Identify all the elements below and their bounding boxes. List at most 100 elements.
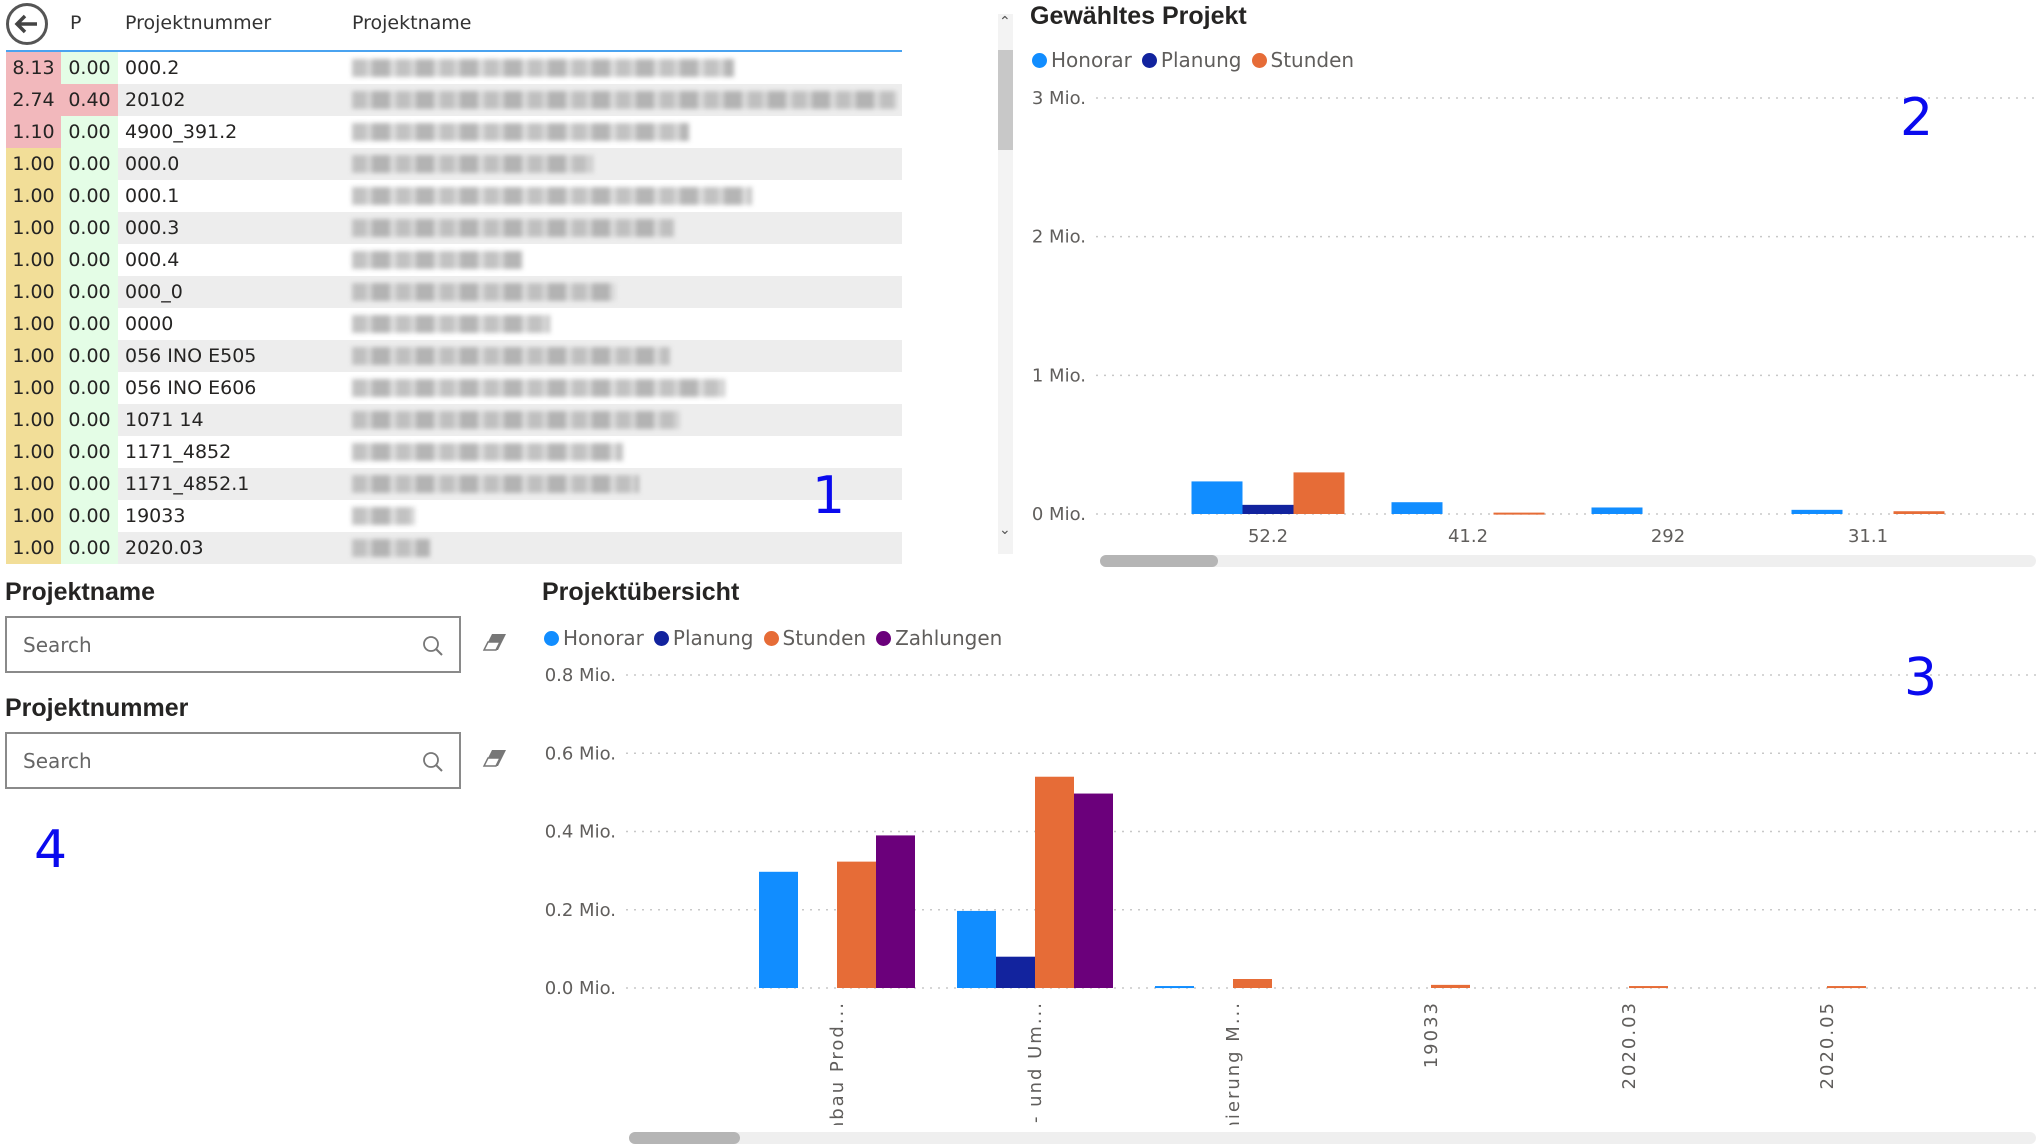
table-row[interactable]: 1.00 0.00 1171_4852.1: [6, 468, 902, 500]
p-cell: 0.00: [61, 308, 118, 340]
projektname-cell-redacted: [352, 59, 734, 77]
annotation-4: 4: [34, 820, 68, 880]
value-cell: 1.00: [6, 212, 61, 244]
legend-item-zahlungen[interactable]: Zahlungen: [876, 626, 1002, 650]
table-row[interactable]: 2.74 0.40 20102: [6, 84, 902, 116]
slicer-label-projektnummer: Projektnummer: [5, 694, 189, 722]
p-cell: 0.00: [61, 244, 118, 276]
projektnummer-cell: 056 INO E505: [125, 345, 257, 367]
bar-honorar-sanierungm: [1155, 986, 1194, 989]
p-cell: 0.00: [61, 116, 118, 148]
projektnummer-search-input[interactable]: [21, 748, 405, 774]
legend-item-planung[interactable]: Planung: [653, 626, 754, 650]
x-tick-label: 2020.03: [1619, 1001, 1640, 1089]
projektname-cell-redacted: [352, 539, 430, 557]
legend-dot: [1141, 52, 1157, 68]
table-row[interactable]: 1.00 0.00 2020.03: [6, 532, 902, 564]
projektnummer-cell: 0000: [125, 313, 174, 335]
table-row[interactable]: 1.00 0.00 056 INO E606: [6, 372, 902, 404]
y-tick-label: 3 Mio.: [1032, 88, 1086, 109]
bar-stunden-202003: [1629, 986, 1668, 989]
table-header: P Projektnummer Projektname: [6, 0, 902, 52]
value-cell: 1.00: [6, 148, 61, 180]
value-cell: 1.00: [6, 372, 61, 404]
projektname-search-input[interactable]: [21, 632, 405, 658]
projektnummer-cell: 19033: [125, 505, 186, 527]
table-row[interactable]: 1.00 0.00 056 INO E505: [6, 340, 902, 372]
x-tick-label: 292: [1651, 526, 1685, 547]
y-tick-label: 0.0 Mio.: [545, 978, 616, 999]
bar-stunden-522: [1293, 472, 1345, 514]
table-row[interactable]: 1.10 0.00 4900_391.2: [6, 116, 902, 148]
projektname-cell-redacted: [352, 411, 680, 429]
column-header-projektnummer[interactable]: Projektnummer: [125, 12, 272, 34]
y-tick-label: 0.8 Mio.: [545, 665, 616, 686]
projektnummer-cell: 056 INO E606: [125, 377, 257, 399]
p-cell: 0.00: [61, 436, 118, 468]
search-icon[interactable]: [421, 634, 445, 658]
table-scroll-thumb[interactable]: [998, 50, 1013, 150]
projektname-cell-redacted: [352, 219, 674, 237]
table-row[interactable]: 1.00 0.00 000.0: [6, 148, 902, 180]
bar-stunden-311: [1893, 511, 1945, 514]
y-tick-label: 2 Mio.: [1032, 227, 1086, 248]
legend-item-honorar[interactable]: Honorar: [1032, 48, 1132, 72]
projektnummer-cell: 4900_391.2: [125, 121, 238, 143]
p-cell: 0.00: [61, 180, 118, 212]
x-tick-label: 19033: [1421, 1001, 1442, 1068]
back-arrow-icon: [14, 14, 37, 34]
legend-dot: [1032, 52, 1047, 68]
legend-dot: [653, 630, 669, 646]
search-icon[interactable]: [421, 750, 445, 774]
table-row[interactable]: 1.00 0.00 000.4: [6, 244, 902, 276]
value-cell: 1.00: [6, 404, 61, 436]
eraser-icon[interactable]: [482, 632, 508, 654]
chart-scroll-thumb[interactable]: [1100, 555, 1218, 567]
chart-horizontal-scrollbar[interactable]: [1100, 555, 2036, 567]
legend-dot: [544, 630, 559, 646]
y-tick-label: 0.4 Mio.: [545, 822, 616, 843]
table-row[interactable]: 1.00 0.00 000.3: [6, 212, 902, 244]
x-tick-label: 2020.05: [1817, 1001, 1838, 1089]
p-cell: 0.40: [61, 84, 118, 116]
projektnummer-cell: 2020.03: [125, 537, 204, 559]
chart-horizontal-scrollbar[interactable]: [629, 1132, 2036, 1144]
bar-honorar-292: [1591, 507, 1643, 514]
projektnummer-search-box[interactable]: [5, 732, 461, 789]
table-row[interactable]: 1.00 0.00 000.1: [6, 180, 902, 212]
table-row[interactable]: 1.00 0.00 000_0: [6, 276, 902, 308]
bar-honorar-anundum: [957, 910, 996, 988]
column-header-projektname[interactable]: Projektname: [352, 12, 472, 34]
table-row[interactable]: 1.00 0.00 0000: [6, 308, 902, 340]
eraser-icon[interactable]: [482, 748, 508, 770]
table-row[interactable]: 1.00 0.00 1171_4852: [6, 436, 902, 468]
value-cell: 1.00: [6, 244, 61, 276]
legend-item-stunden[interactable]: Stunden: [763, 626, 866, 650]
table-row[interactable]: 8.13 0.00 000.2: [6, 52, 902, 84]
annotation-2: 2: [1900, 88, 1934, 148]
y-tick-label: 0 Mio.: [1032, 504, 1086, 525]
column-header-p[interactable]: P: [70, 12, 82, 34]
bar-planung-522: [1242, 504, 1294, 514]
value-cell: 1.00: [6, 308, 61, 340]
value-cell: 1.00: [6, 340, 61, 372]
legend-dot: [1251, 52, 1267, 68]
scroll-down-icon[interactable]: ⌄: [999, 522, 1011, 538]
table-row[interactable]: 1.00 0.00 19033: [6, 500, 902, 532]
bar-zahlungen-anundum: [1074, 793, 1113, 988]
x-tick-label: Sanierung M...: [1223, 1001, 1244, 1125]
legend-item-honorar[interactable]: Honorar: [544, 626, 644, 650]
legend-item-planung[interactable]: Planung: [1141, 48, 1242, 72]
bar-stunden-19033: [1431, 984, 1470, 988]
x-tick-label: 52.2: [1248, 526, 1288, 547]
table-row[interactable]: 1.00 0.00 1071 14: [6, 404, 902, 436]
projektname-search-box[interactable]: [5, 616, 461, 673]
chart-gewaehltes-projekt: 0 Mio. 1 Mio. 2 Mio. 3 Mio. 52.2 41.2 292 31.1: [1032, 88, 2036, 547]
projektnummer-cell: 1171_4852: [125, 441, 232, 463]
bar-honorar-311: [1791, 509, 1843, 514]
legend-item-stunden[interactable]: Stunden: [1251, 48, 1354, 72]
chart-scroll-thumb[interactable]: [629, 1132, 740, 1144]
projektname-cell-redacted: [352, 187, 752, 205]
back-button[interactable]: [6, 3, 48, 45]
scroll-up-icon[interactable]: ⌃: [999, 14, 1011, 30]
